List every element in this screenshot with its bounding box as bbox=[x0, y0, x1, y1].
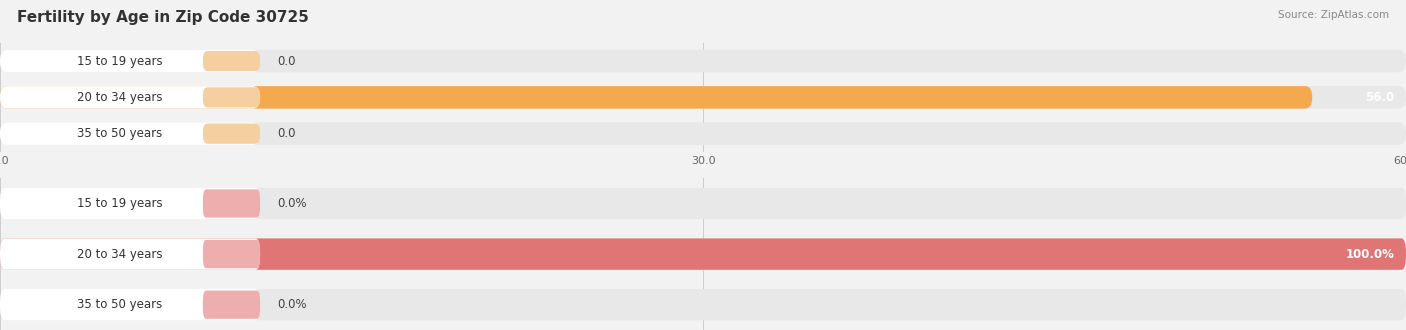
FancyBboxPatch shape bbox=[202, 123, 260, 144]
Text: 0.0: 0.0 bbox=[277, 127, 295, 140]
Text: 15 to 19 years: 15 to 19 years bbox=[77, 54, 163, 68]
Text: 15 to 19 years: 15 to 19 years bbox=[77, 197, 163, 210]
Text: 0.0%: 0.0% bbox=[277, 197, 307, 210]
FancyBboxPatch shape bbox=[202, 51, 260, 71]
Text: 0.0: 0.0 bbox=[277, 54, 295, 68]
Text: 56.0: 56.0 bbox=[1365, 91, 1395, 104]
FancyBboxPatch shape bbox=[0, 122, 260, 145]
Text: Fertility by Age in Zip Code 30725: Fertility by Age in Zip Code 30725 bbox=[17, 10, 309, 25]
FancyBboxPatch shape bbox=[202, 189, 260, 217]
FancyBboxPatch shape bbox=[0, 289, 260, 320]
FancyBboxPatch shape bbox=[0, 238, 260, 270]
FancyBboxPatch shape bbox=[0, 86, 1312, 109]
FancyBboxPatch shape bbox=[0, 122, 1406, 145]
Text: 20 to 34 years: 20 to 34 years bbox=[77, 91, 163, 104]
FancyBboxPatch shape bbox=[0, 50, 1406, 72]
Text: Source: ZipAtlas.com: Source: ZipAtlas.com bbox=[1278, 10, 1389, 20]
FancyBboxPatch shape bbox=[0, 188, 1406, 219]
FancyBboxPatch shape bbox=[202, 240, 260, 268]
Text: 0.0%: 0.0% bbox=[277, 298, 307, 311]
FancyBboxPatch shape bbox=[0, 238, 1406, 270]
FancyBboxPatch shape bbox=[0, 86, 260, 109]
FancyBboxPatch shape bbox=[0, 86, 1406, 109]
Text: 20 to 34 years: 20 to 34 years bbox=[77, 248, 163, 261]
FancyBboxPatch shape bbox=[0, 238, 1406, 270]
FancyBboxPatch shape bbox=[0, 50, 260, 72]
Text: 35 to 50 years: 35 to 50 years bbox=[77, 127, 162, 140]
FancyBboxPatch shape bbox=[0, 289, 1406, 320]
FancyBboxPatch shape bbox=[202, 291, 260, 319]
FancyBboxPatch shape bbox=[0, 188, 260, 219]
Text: 35 to 50 years: 35 to 50 years bbox=[77, 298, 162, 311]
FancyBboxPatch shape bbox=[202, 87, 260, 108]
Text: 100.0%: 100.0% bbox=[1346, 248, 1395, 261]
